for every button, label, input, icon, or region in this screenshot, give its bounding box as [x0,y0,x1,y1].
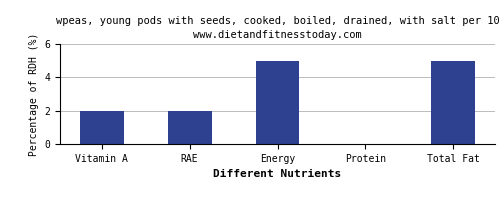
Y-axis label: Percentage of RDH (%): Percentage of RDH (%) [29,32,39,156]
Bar [432,61,475,144]
Bar [256,61,300,144]
Bar [168,111,212,144]
Title: wpeas, young pods with seeds, cooked, boiled, drained, with salt per 10
www.diet: wpeas, young pods with seeds, cooked, bo… [56,16,500,40]
Bar [80,111,124,144]
X-axis label: Different Nutrients: Different Nutrients [214,169,342,179]
